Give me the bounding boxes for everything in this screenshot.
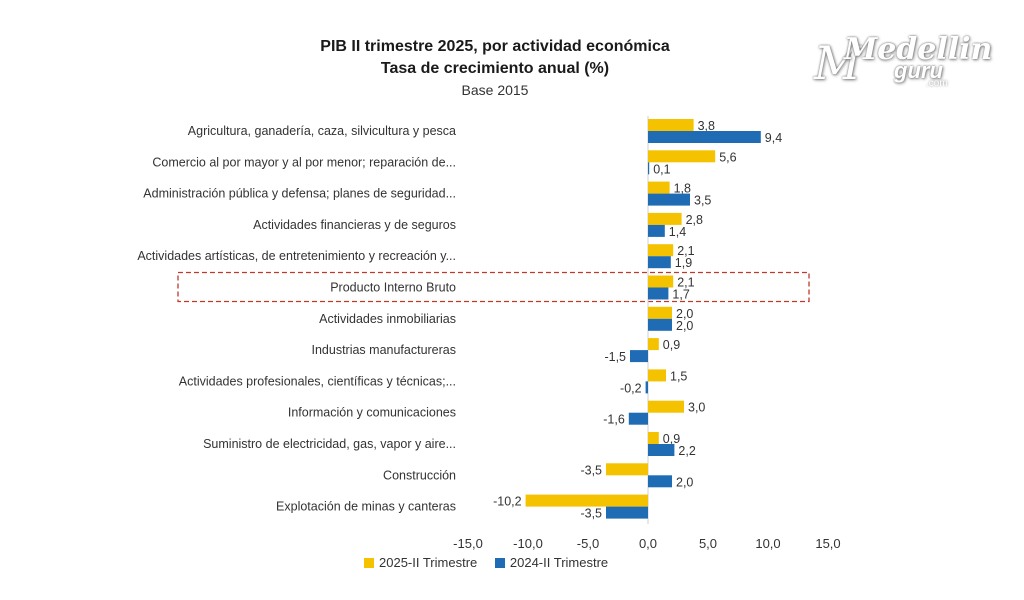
value-label-2025-actividades-artisticas-de-entretenimient: 2,1 [677,244,694,258]
value-label-2025-administracion-publica-y-defensa-planes-: 1,8 [674,182,691,196]
bar-2025-comercio-al-por-mayor-y-al-por-menor-rep [648,150,716,163]
legend: 2025-II Trimestre 2024-II Trimestre [364,555,622,571]
x-tick-label: -15,0 [453,536,483,551]
chart-title: PIB II trimestre 2025, por actividad eco… [320,38,670,55]
category-label-industrias-manufactureras: Industrias manufactureras [311,343,456,357]
value-label-2025-suministro-de-electricidad-gas-vapor-y-a: 0,9 [663,432,680,446]
value-label-2024-construccion: 2,0 [676,475,693,489]
bar-2024-actividades-financieras-y-de-seguros [648,224,665,237]
watermark-mark-icon: M [814,36,862,90]
value-label-2025-actividades-inmobiliarias: 2,0 [676,307,693,321]
category-label-actividades-inmobiliarias: Actividades inmobiliarias [319,312,456,326]
x-tick-label: 10,0 [755,536,780,551]
bar-2025-actividades-profesionales-cientificas-y- [648,369,666,382]
value-label-2024-actividades-profesionales-cientificas-y-: -0,2 [620,381,642,395]
bar-2024-construccion [648,475,672,488]
x-tick-label: 0,0 [639,536,657,551]
value-label-2024-actividades-artisticas-de-entretenimient: 1,9 [675,256,692,270]
value-label-2025-industrias-manufactureras: 0,9 [663,338,680,352]
category-label-suministro-de-electricidad-gas-vapor-y-a: Suministro de electricidad, gas, vapor y… [203,437,456,451]
highlight-box [177,271,810,303]
legend-label-2024: 2024-II Trimestre [509,555,609,570]
bar-2024-actividades-artisticas-de-entretenimient [648,256,671,269]
value-label-2024-agricultura-ganaderia-caza-silvicultura-: 9,4 [765,131,782,145]
bar-2024-industrias-manufactureras [630,350,648,363]
value-label-2024-informacion-y-comunicaciones: -1,6 [603,413,625,427]
watermark-logo: M Medellin guru .com [814,30,992,90]
bar-2025-agricultura-ganaderia-caza-silvicultura- [648,119,694,131]
bar-2024-explotacion-de-minas-y-canteras [606,506,648,519]
category-label-producto-interno-bruto: Producto Interno Bruto [330,281,456,295]
value-label-2024-industrias-manufactureras: -1,5 [604,350,626,364]
bar-2024-suministro-de-electricidad-gas-vapor-y-a [648,444,675,456]
value-label-2025-actividades-profesionales-cientificas-y-: 1,5 [670,369,687,383]
value-label-2024-actividades-financieras-y-de-seguros: 1,4 [669,225,686,239]
bar-2025-industrias-manufactureras [648,338,659,351]
x-tick-label: -5,0 [577,536,599,551]
value-label-2024-actividades-inmobiliarias: 2,0 [676,319,693,333]
bar-2024-producto-interno-bruto [648,287,669,300]
category-label-actividades-financieras-y-de-seguros: Actividades financieras y de seguros [253,218,456,232]
value-label-2025-agricultura-ganaderia-caza-silvicultura-: 3,8 [698,119,715,133]
value-label-2025-explotacion-de-minas-y-canteras: -10,2 [493,495,522,509]
category-label-actividades-profesionales-cientificas-y-: Actividades profesionales, científicas y… [179,374,456,388]
value-label-2025-construccion: -3,5 [580,463,602,477]
category-label-agricultura-ganaderia-caza-silvicultura-: Agricultura, ganadería, caza, silvicultu… [188,124,456,138]
legend-item-2024: 2024-II Trimestre [494,555,609,570]
bar-2024-actividades-profesionales-cientificas-y- [645,381,648,394]
category-label-administracion-publica-y-defensa-planes-: Administración pública y defensa; planes… [143,187,456,201]
value-label-2025-producto-interno-bruto: 2,1 [677,276,694,290]
x-tick-label: 15,0 [815,536,840,551]
bar-2025-actividades-artisticas-de-entretenimient [648,244,674,257]
value-label-2025-comercio-al-por-mayor-y-al-por-menor-rep: 5,6 [719,150,736,164]
value-label-2025-actividades-financieras-y-de-seguros: 2,8 [686,213,703,227]
bar-2025-administracion-publica-y-defensa-planes- [648,181,670,194]
bar-2025-producto-interno-bruto [648,275,674,288]
category-label-comercio-al-por-mayor-y-al-por-menor-rep: Comercio al por mayor y al por menor; re… [152,155,456,169]
bar-2025-informacion-y-comunicaciones [648,400,684,413]
watermark-line3: .com [926,78,948,89]
category-label-explotacion-de-minas-y-canteras: Explotación de minas y canteras [276,500,456,514]
bar-2025-actividades-financieras-y-de-seguros [648,212,682,225]
category-label-informacion-y-comunicaciones: Información y comunicaciones [288,406,456,420]
category-label-construccion: Construcción [383,468,456,482]
legend-swatch-2025 [364,557,374,568]
bar-2024-comercio-al-por-mayor-y-al-por-menor-rep [648,162,650,175]
legend-label-2025: 2025-II Trimestre [379,555,478,570]
value-label-2025-informacion-y-comunicaciones: 3,0 [688,401,705,415]
value-label-2024-administracion-publica-y-defensa-planes-: 3,5 [694,194,711,208]
bar-2024-actividades-inmobiliarias [648,318,672,331]
category-label-actividades-artisticas-de-entretenimient: Actividades artísticas, de entretenimien… [137,249,456,263]
legend-swatch-2024 [494,557,505,568]
value-label-2024-explotacion-de-minas-y-canteras: -3,5 [580,507,602,521]
watermark-line2: guru [894,58,943,83]
bar-2024-administracion-publica-y-defensa-planes- [648,193,690,206]
value-label-2024-suministro-de-electricidad-gas-vapor-y-a: 2,2 [678,444,695,458]
bar-2025-suministro-de-electricidad-gas-vapor-y-a [648,432,659,444]
chart-subtitle: Tasa de crecimiento anual (%) [380,60,610,77]
x-tick-label: -10,0 [513,536,543,551]
x-tick-label: 5,0 [699,536,717,551]
bar-2024-informacion-y-comunicaciones [628,412,648,425]
bar-2025-construccion [606,463,648,476]
chart-title-block: PIB II trimestre 2025, por actividad eco… [290,36,700,100]
legend-item-2025: 2025-II Trimestre [364,555,477,570]
value-label-2024-comercio-al-por-mayor-y-al-por-menor-rep: 0,1 [653,162,670,176]
value-label-2024-producto-interno-bruto: 1,7 [672,288,689,302]
bar-2024-agricultura-ganaderia-caza-silvicultura- [648,131,761,143]
bar-2025-explotacion-de-minas-y-canteras [525,494,648,507]
bar-2025-actividades-inmobiliarias [648,306,672,319]
chart-note: Base 2015 [461,82,529,98]
watermark-line1: Medellin [844,32,993,67]
